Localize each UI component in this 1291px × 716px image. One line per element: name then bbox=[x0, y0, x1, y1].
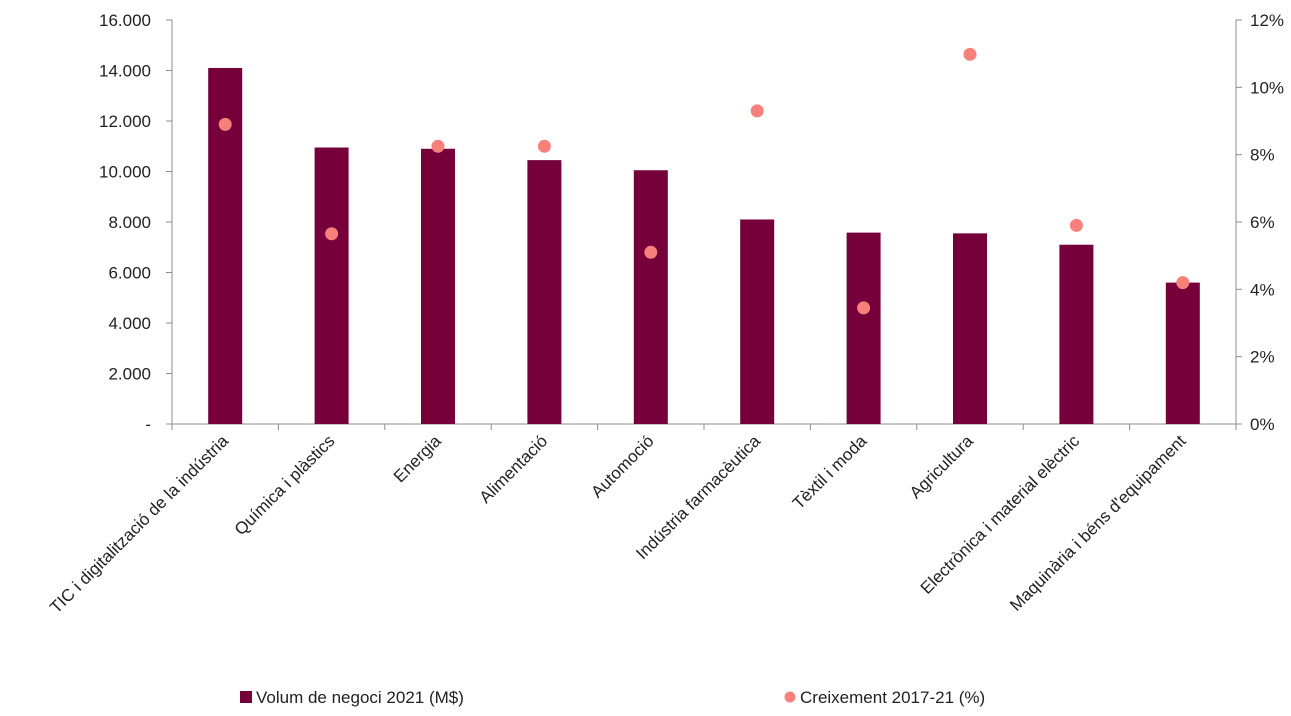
right-tick-label: 10% bbox=[1250, 78, 1284, 97]
left-tick-label: 14.000 bbox=[99, 62, 151, 81]
scatter-series bbox=[218, 47, 1190, 315]
bar bbox=[314, 147, 349, 424]
bar bbox=[633, 170, 668, 424]
left-tick-label: 2.000 bbox=[108, 365, 151, 384]
right-axis-ticks: 0% 2% 4% 6% 8% 10% 12% bbox=[1236, 11, 1284, 434]
left-tick-label: 12.000 bbox=[99, 112, 151, 131]
category-label: Alimentació bbox=[476, 431, 552, 507]
bar bbox=[1165, 282, 1200, 424]
bar bbox=[846, 232, 881, 424]
category-label: Tèxtil i moda bbox=[789, 431, 871, 513]
left-tick-label: - bbox=[145, 415, 151, 434]
bar bbox=[953, 233, 987, 424]
left-axis-ticks: - 2.000 4.000 6.000 8.000 10.000 12.000 14.000 1… bbox=[99, 11, 172, 434]
category-label: Indústria farmacèutica bbox=[632, 431, 764, 563]
legend-bar-swatch bbox=[240, 691, 252, 703]
legend-point-swatch bbox=[784, 691, 796, 703]
category-label: TIC i digitalització de la indústria bbox=[46, 431, 232, 617]
right-tick-label: 8% bbox=[1250, 146, 1275, 165]
scatter-point bbox=[325, 227, 339, 241]
category-label: Energia bbox=[390, 431, 445, 486]
right-tick-label: 6% bbox=[1250, 213, 1275, 232]
right-tick-label: 2% bbox=[1250, 348, 1275, 367]
scatter-point bbox=[963, 47, 977, 61]
left-tick-label: 4.000 bbox=[108, 314, 151, 333]
right-tick-label: 12% bbox=[1250, 11, 1284, 30]
scatter-point bbox=[218, 117, 232, 131]
bar bbox=[740, 219, 775, 424]
scatter-point bbox=[1069, 218, 1083, 232]
category-label: Agricultura bbox=[906, 431, 977, 502]
category-label: Química i plàstics bbox=[231, 431, 339, 539]
scatter-point bbox=[537, 139, 551, 153]
right-tick-label: 4% bbox=[1250, 280, 1275, 299]
legend-bar-label: Volum de negoci 2021 (M$) bbox=[256, 688, 464, 707]
scatter-point bbox=[644, 245, 658, 259]
category-label: Automoció bbox=[587, 431, 657, 501]
category-labels: TIC i digitalització de la indústriaQuím… bbox=[46, 431, 1190, 617]
bar bbox=[1059, 244, 1094, 424]
legend-point-label: Creixement 2017-21 (%) bbox=[800, 688, 985, 707]
left-tick-label: 8.000 bbox=[108, 213, 151, 232]
scatter-point bbox=[750, 104, 764, 118]
left-tick-label: 16.000 bbox=[99, 11, 151, 30]
bar-series bbox=[208, 67, 1200, 424]
left-tick-label: 6.000 bbox=[108, 264, 151, 283]
scatter-point bbox=[431, 139, 445, 153]
category-label: Maquinària i béns d'equipament bbox=[1006, 431, 1190, 615]
bar bbox=[527, 160, 562, 424]
scatter-point bbox=[1176, 276, 1190, 290]
scatter-point bbox=[857, 301, 871, 315]
left-tick-label: 10.000 bbox=[99, 163, 151, 182]
legend: Volum de negoci 2021 (M$) Creixement 2017… bbox=[240, 688, 985, 707]
bar bbox=[421, 148, 455, 424]
right-tick-label: 0% bbox=[1250, 415, 1275, 434]
